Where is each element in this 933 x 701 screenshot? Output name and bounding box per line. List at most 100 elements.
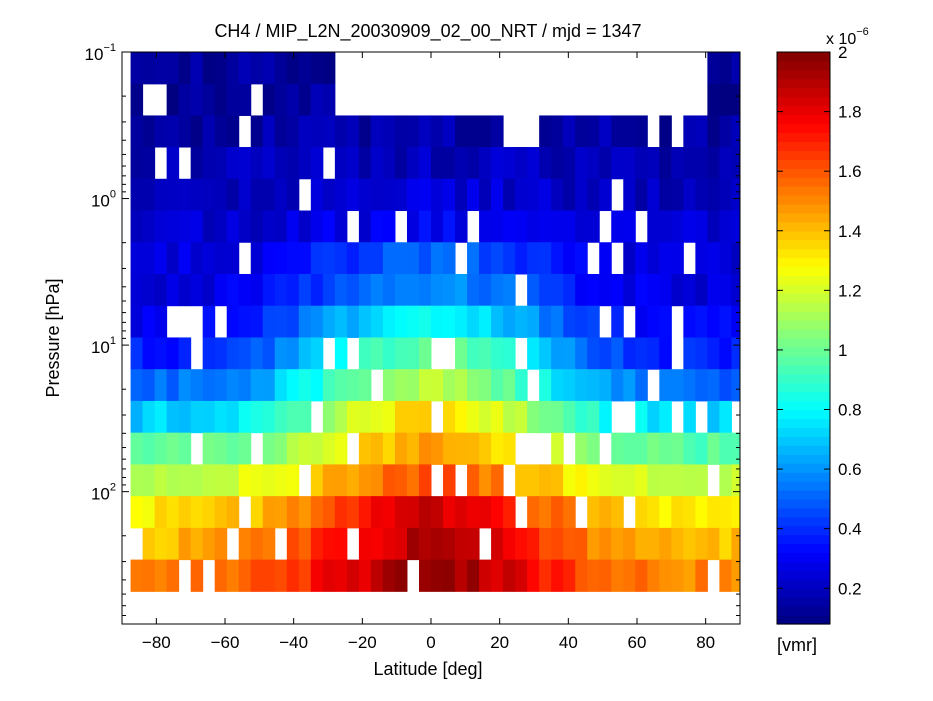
heatmap-cell	[683, 400, 696, 434]
heatmap-cell	[166, 178, 180, 212]
heatmap-cell	[659, 432, 672, 465]
colorbar-tick-label: 2	[838, 43, 847, 62]
heatmap-cell	[310, 147, 324, 180]
colorbar-segment	[777, 373, 830, 384]
heatmap-cell	[599, 147, 612, 180]
heatmap-cell	[683, 305, 696, 338]
heatmap-cell	[455, 210, 468, 243]
heatmap-cell	[455, 178, 468, 212]
colorbar-segment	[777, 454, 830, 464]
heatmap-cell	[262, 210, 276, 243]
heatmap-cell	[647, 242, 660, 275]
heatmap-cell	[322, 432, 336, 465]
heatmap-cell	[671, 147, 684, 180]
colorbar-segment	[777, 516, 830, 527]
heatmap-cell	[575, 527, 588, 561]
heatmap-cell	[695, 178, 708, 212]
colorbar-segment	[777, 168, 830, 178]
heatmap-cell	[431, 242, 444, 275]
heatmap-cell	[635, 432, 648, 465]
heatmap-cell	[491, 432, 504, 465]
heatmap-cell	[154, 496, 168, 529]
heatmap-cell	[310, 305, 324, 338]
heatmap-cell	[154, 305, 168, 338]
heatmap-cell	[455, 559, 468, 592]
heatmap-cell	[214, 527, 228, 561]
heatmap-cell	[683, 178, 696, 212]
heatmap-cell	[322, 242, 336, 275]
heatmap-cell	[539, 305, 552, 338]
heatmap-cell	[238, 337, 252, 370]
heatmap-cell	[322, 52, 336, 85]
heatmap-cell	[394, 559, 408, 592]
heatmap-cell	[731, 464, 740, 497]
heatmap-cell	[479, 432, 492, 465]
x-tick-label: −20	[348, 633, 377, 652]
heatmap-cell	[310, 559, 324, 592]
heatmap-cell	[671, 242, 684, 275]
heatmap-cell	[695, 496, 708, 529]
heatmap-cell	[298, 559, 312, 592]
heatmap-cell	[370, 242, 384, 275]
heatmap-cell	[298, 305, 312, 338]
heatmap-cell	[286, 147, 300, 180]
heatmap-cell	[190, 115, 204, 148]
heatmap-cell	[274, 210, 288, 243]
plot-area	[121, 51, 741, 625]
heatmap-cell	[310, 527, 324, 561]
heatmap-cell	[623, 527, 636, 561]
heatmap-cell	[130, 242, 144, 275]
heatmap-cell	[238, 210, 252, 243]
heatmap-cell	[226, 337, 240, 370]
heatmap-cell	[611, 464, 624, 497]
heatmap-cell	[659, 337, 672, 370]
heatmap-cell	[503, 242, 516, 275]
heatmap-cell	[202, 178, 216, 212]
heatmap-cell	[431, 305, 444, 338]
heatmap-cell	[611, 305, 624, 338]
heatmap-cell	[250, 115, 264, 148]
heatmap-cell	[659, 464, 672, 497]
colorbar-segment	[777, 329, 830, 339]
heatmap-cell	[587, 115, 600, 148]
heatmap-cell	[563, 115, 576, 148]
heatmap-cell	[358, 559, 372, 592]
heatmap-cell	[467, 115, 480, 148]
heatmap-cell	[190, 83, 204, 116]
heatmap-cell	[431, 115, 444, 148]
heatmap-cell	[166, 496, 180, 529]
heatmap-cell	[539, 496, 552, 529]
heatmap-cell	[491, 464, 504, 497]
heatmap-cell	[286, 305, 300, 338]
heatmap-cell	[166, 369, 180, 402]
heatmap-cell	[418, 210, 432, 243]
heatmap-cell	[503, 432, 516, 465]
heatmap-cell	[695, 147, 708, 180]
heatmap-cell	[515, 464, 528, 497]
heatmap-cell	[443, 559, 456, 592]
heatmap-cell	[479, 337, 492, 370]
heatmap-cell	[334, 337, 348, 370]
heatmap-cell	[611, 273, 624, 307]
heatmap-cell	[346, 242, 360, 275]
heatmap-cell	[491, 242, 504, 275]
heatmap-cell	[443, 210, 456, 243]
heatmap-cell	[178, 242, 192, 275]
heatmap-cell	[551, 432, 564, 465]
heatmap-cell	[334, 464, 348, 497]
heatmap-cell	[623, 369, 636, 402]
heatmap-cell	[142, 369, 156, 402]
heatmap-cell	[214, 464, 228, 497]
heatmap-cell	[695, 527, 708, 561]
heatmap-cell	[346, 496, 360, 529]
heatmap-cell	[707, 178, 720, 212]
heatmap-cell	[695, 337, 708, 370]
heatmap-cell	[166, 400, 180, 434]
heatmap-cell	[611, 496, 624, 529]
heatmap-cell	[322, 210, 336, 243]
heatmap-cell	[142, 464, 156, 497]
heatmap-cell	[551, 242, 564, 275]
heatmap-cell	[659, 115, 672, 148]
heatmap-cell	[671, 559, 684, 592]
heatmap-cell	[731, 178, 740, 212]
